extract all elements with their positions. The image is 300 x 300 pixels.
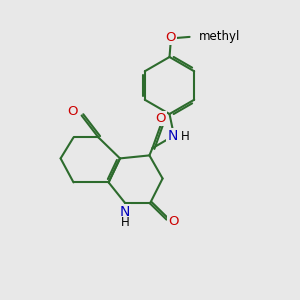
Text: O: O [165, 31, 176, 44]
Text: O: O [168, 214, 178, 228]
Text: O: O [155, 112, 166, 125]
Text: methyl: methyl [199, 30, 240, 43]
Text: N: N [167, 129, 178, 143]
Text: H: H [181, 130, 190, 143]
Text: H: H [120, 215, 129, 229]
Text: N: N [120, 205, 130, 219]
Text: O: O [67, 105, 77, 119]
